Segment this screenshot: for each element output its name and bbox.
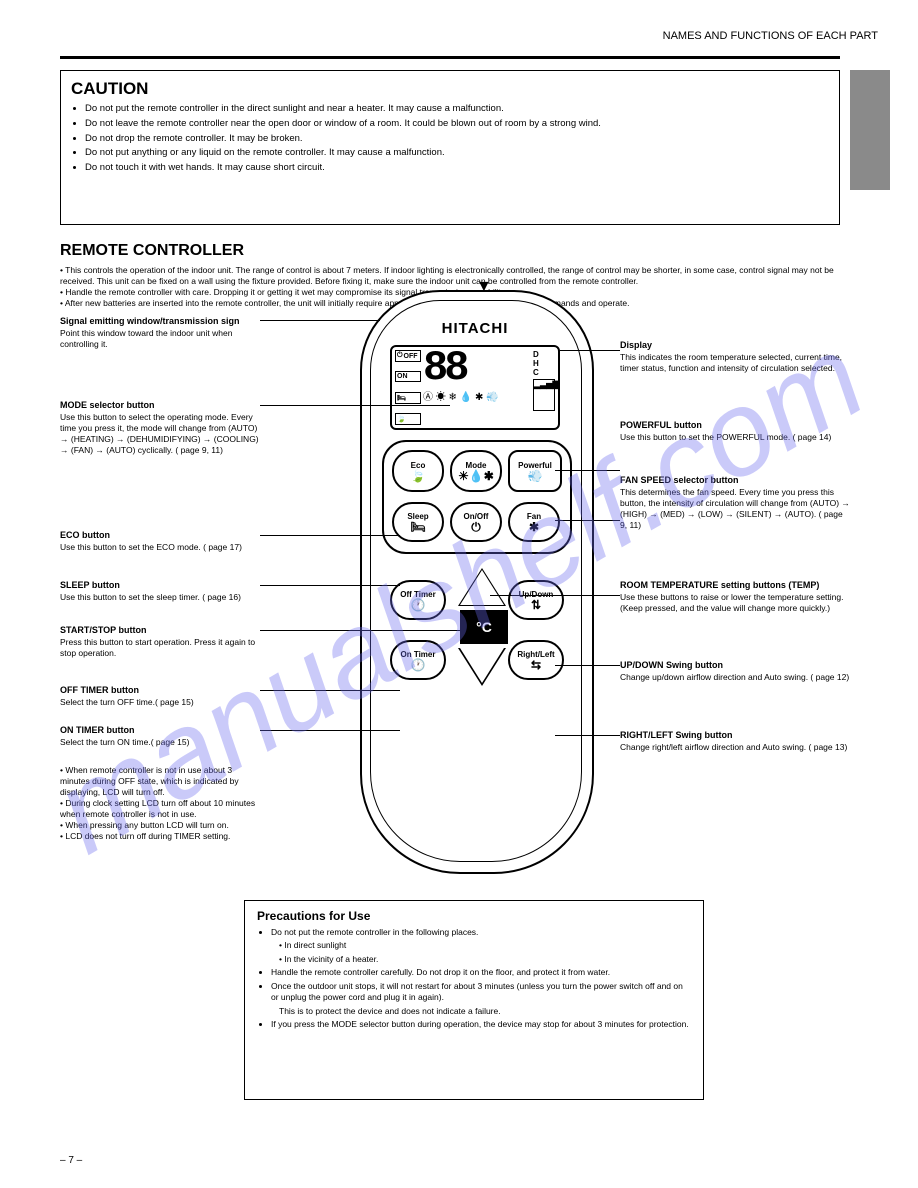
mode-label: MODE selector button Use this button to … bbox=[60, 400, 260, 456]
header-right: NAMES AND FUNCTIONS OF EACH PART bbox=[663, 30, 878, 42]
mode-icons: ☀💧✱ bbox=[458, 470, 494, 482]
offtimer-button[interactable]: Off Timer🕐 bbox=[390, 580, 446, 620]
section-title: REMOTE CONTROLLER bbox=[60, 242, 244, 260]
page-number: – 7 – bbox=[60, 1155, 82, 1166]
powerful-label: POWERFUL button Use this button to set t… bbox=[620, 420, 850, 443]
leaf-icon: 🍃 bbox=[411, 470, 426, 482]
brand-label: HITACHI bbox=[360, 320, 590, 337]
clock-icon: 🕐 bbox=[411, 659, 426, 671]
eco-label: ECO button Use this button to set the EC… bbox=[60, 530, 260, 553]
powerful-button[interactable]: Powerful💨 bbox=[508, 450, 562, 492]
temp-display: °C bbox=[460, 610, 508, 644]
start-label: START/STOP button Press this button to s… bbox=[60, 625, 260, 659]
rightleft-label: RIGHT/LEFT Swing button Change right/lef… bbox=[620, 730, 850, 753]
temp-label: ROOM TEMPERATURE setting buttons (TEMP) … bbox=[620, 580, 850, 614]
lcd-notes: • When remote controller is not in use a… bbox=[60, 765, 260, 842]
bed-icon: 🛏 bbox=[410, 521, 425, 533]
power-icon: ⏻ bbox=[471, 521, 481, 533]
rightleft-icon: ⇆ bbox=[531, 659, 541, 671]
rightleft-button[interactable]: Right/Left⇆ bbox=[508, 640, 564, 680]
fan-button[interactable]: Fan✱ bbox=[508, 502, 560, 542]
onoff-button[interactable]: On/Off⏻ bbox=[450, 502, 502, 542]
offtimer-label: OFF TIMER button Select the turn OFF tim… bbox=[60, 685, 260, 708]
powerful-icon: 💨 bbox=[528, 470, 543, 482]
precautions-heading: Precautions for Use bbox=[257, 909, 691, 923]
updown-label: UP/DOWN Swing button Change up/down airf… bbox=[620, 660, 850, 683]
updown-icon: ⇅ bbox=[531, 599, 541, 611]
signal-emit-label: Signal emitting window/transmission sign… bbox=[60, 316, 260, 350]
clock-icon: 🕐 bbox=[411, 599, 426, 611]
fan-label: FAN SPEED selector button This determine… bbox=[620, 475, 850, 531]
precautions-box: Precautions for Use Do not put the remot… bbox=[244, 900, 704, 1100]
caution-list: Do not put the remote controller in the … bbox=[71, 103, 829, 175]
ontimer-label: ON TIMER button Select the turn ON time.… bbox=[60, 725, 260, 748]
mode-button[interactable]: Mode☀💧✱ bbox=[450, 450, 502, 492]
caution-box: CAUTION Do not put the remote controller… bbox=[60, 70, 840, 225]
side-tab bbox=[850, 70, 890, 190]
lcd-display: ⏻OFF ON 🛏 🍃 88 Ⓐ ☀ ❄ 💧 ✱ 💨 DHC ▂▃▅▇ bbox=[390, 345, 560, 430]
updown-button[interactable]: Up/Down⇅ bbox=[508, 580, 564, 620]
header-rule bbox=[60, 56, 840, 59]
caution-heading: CAUTION bbox=[71, 79, 829, 99]
eco-button[interactable]: Eco🍃 bbox=[392, 450, 444, 492]
fan-icon: ✱ bbox=[529, 521, 539, 533]
sleep-button[interactable]: Sleep🛏 bbox=[392, 502, 444, 542]
sleep-label: SLEEP button Use this button to set the … bbox=[60, 580, 260, 603]
remote-controller-diagram: HITACHI ⏻OFF ON 🛏 🍃 88 Ⓐ ☀ ❄ 💧 ✱ 💨 DHC ▂… bbox=[360, 290, 590, 870]
ontimer-button[interactable]: On Timer🕐 bbox=[390, 640, 446, 680]
display-label: Display This indicates the room temperat… bbox=[620, 340, 850, 374]
